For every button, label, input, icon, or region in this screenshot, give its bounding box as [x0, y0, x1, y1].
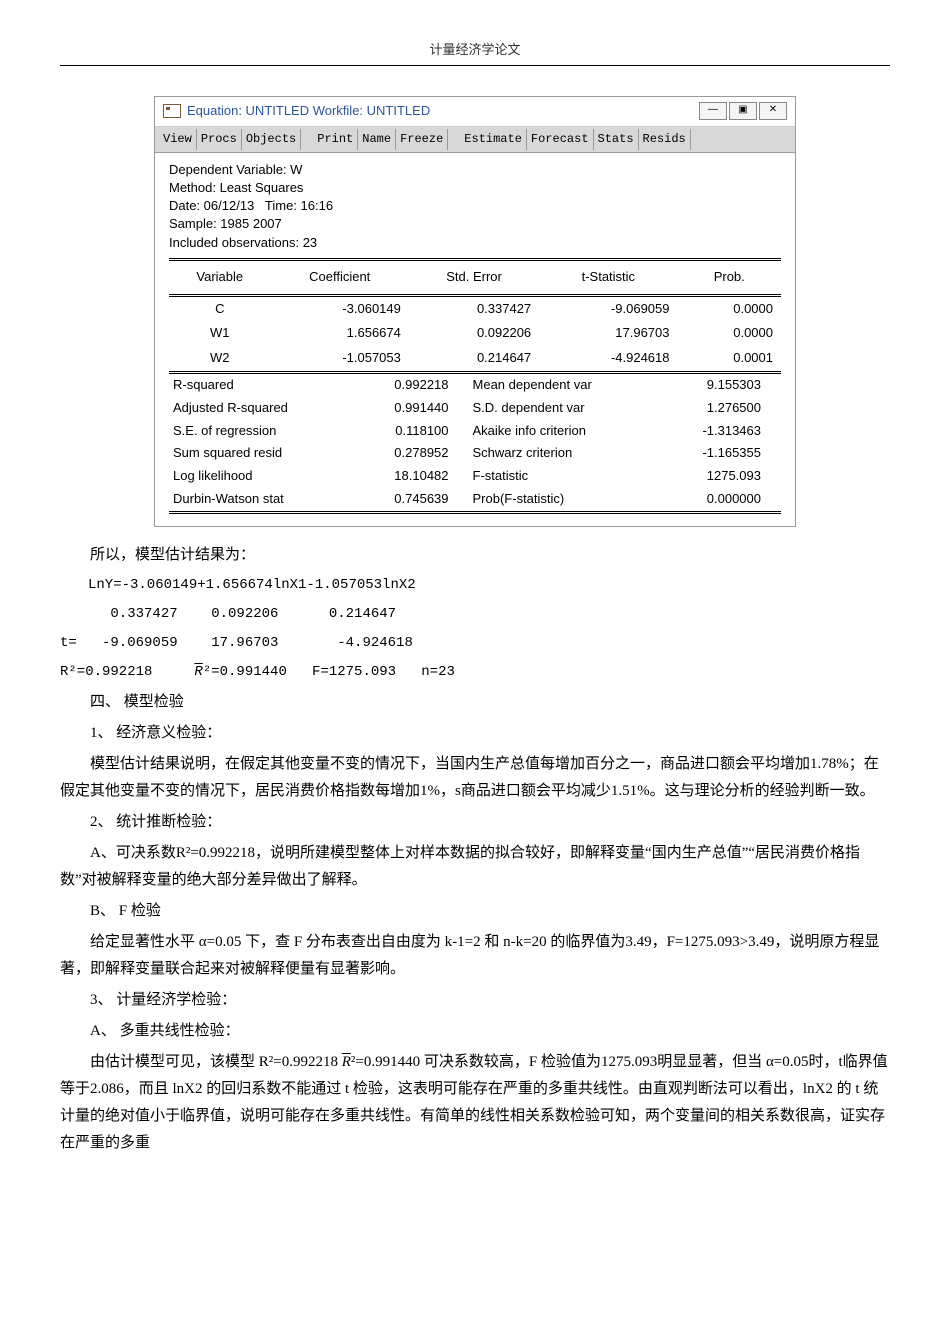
maximize-button[interactable]: ▣: [729, 102, 757, 120]
toolbar-forecast[interactable]: Forecast: [527, 129, 594, 150]
toolbar-stats[interactable]: Stats: [594, 129, 639, 150]
eviews-window: Equation: UNTITLED Workfile: UNTITLED — …: [154, 96, 796, 527]
toolbar-estimate[interactable]: Estimate: [460, 129, 527, 150]
sum-lbl: Durbin-Watson stat: [169, 488, 352, 512]
cell-t: -9.069059: [539, 295, 677, 321]
regression-info: Dependent Variable: W Method: Least Squa…: [169, 161, 781, 252]
output-area: Dependent Variable: W Method: Least Squa…: [155, 153, 795, 526]
summary-table: R-squared 0.992218 Mean dependent var 9.…: [169, 374, 781, 514]
cell-p: 0.0000: [678, 321, 782, 346]
cell-var: W1: [169, 321, 271, 346]
para-3: 由估计模型可见，该模型 R²=0.992218 R²=0.991440 可决系数…: [60, 1049, 890, 1157]
subsection-1: 1、 经济意义检验：: [60, 720, 890, 747]
body-text: 所以，模型估计结果为： LnY=-3.060149+1.656674lnX1-1…: [60, 542, 890, 1158]
rbar-symbol: R: [194, 664, 202, 680]
toolbar-name[interactable]: Name: [358, 129, 396, 150]
sum-val: 1.276500: [658, 397, 781, 420]
para-1: 模型估计结果说明，在假定其他变量不变的情况下，当国内生产总值每增加百分之一，商品…: [60, 751, 890, 805]
sum-val: 0.992218: [352, 374, 469, 397]
col-coefficient: Coefficient: [271, 259, 409, 295]
window-title: Equation: UNTITLED Workfile: UNTITLED: [187, 101, 430, 122]
rbar-symbol: R: [342, 1054, 351, 1070]
table-row: W1 1.656674 0.092206 17.96703 0.0000: [169, 321, 781, 346]
cell-se: 0.214647: [409, 346, 539, 372]
cell-coef: 1.656674: [271, 321, 409, 346]
cell-coef: -3.060149: [271, 295, 409, 321]
subsection-2: 2、 统计推断检验：: [60, 809, 890, 836]
coefficients-table: Variable Coefficient Std. Error t-Statis…: [169, 258, 781, 374]
sum-lbl: Sum squared resid: [169, 442, 352, 465]
para-B: 给定显著性水平 α=0.05 下，查 F 分布表查出自由度为 k-1=2 和 n…: [60, 929, 890, 983]
sum-val: -1.313463: [658, 420, 781, 443]
page-header: 计量经济学论文: [60, 40, 890, 61]
dep-var: Dependent Variable: W: [169, 161, 781, 179]
line-result-intro: 所以，模型估计结果为：: [60, 542, 890, 569]
col-tstat: t-Statistic: [539, 259, 677, 295]
sum-val: -1.165355: [658, 442, 781, 465]
toolbar-objects[interactable]: Objects: [242, 129, 301, 150]
sum-lbl: F-statistic: [469, 465, 659, 488]
cell-var: W2: [169, 346, 271, 372]
observations: Included observations: 23: [169, 234, 781, 252]
r-row: R²=0.992218 R²=0.991440 F=1275.093 n=23: [60, 660, 890, 685]
col-prob: Prob.: [678, 259, 782, 295]
sum-lbl: Prob(F-statistic): [469, 488, 659, 512]
sum-lbl: Log likelihood: [169, 465, 352, 488]
table-row: W2 -1.057053 0.214647 -4.924618 0.0001: [169, 346, 781, 372]
toolbar: View Procs Objects Print Name Freeze Est…: [155, 127, 795, 153]
cell-var: C: [169, 295, 271, 321]
equation: LnY=-3.060149+1.656674lnX1-1.057053lnX2: [60, 573, 890, 598]
sample: Sample: 1985 2007: [169, 215, 781, 233]
toolbar-procs[interactable]: Procs: [197, 129, 242, 150]
col-variable: Variable: [169, 259, 271, 295]
sum-val: 0.745639: [352, 488, 469, 512]
date-time: Date: 06/12/13 Time: 16:16: [169, 197, 781, 215]
sum-val: 9.155303: [658, 374, 781, 397]
sum-val: 1275.093: [658, 465, 781, 488]
sum-val: 0.991440: [352, 397, 469, 420]
sum-val: 0.118100: [352, 420, 469, 443]
sum-val: 0.000000: [658, 488, 781, 512]
se-row: 0.337427 0.092206 0.214647: [60, 602, 890, 627]
toolbar-print[interactable]: Print: [313, 129, 358, 150]
cell-se: 0.092206: [409, 321, 539, 346]
sum-lbl: Akaike info criterion: [469, 420, 659, 443]
cell-p: 0.0001: [678, 346, 782, 372]
cell-t: 17.96703: [539, 321, 677, 346]
t-row: t= -9.069059 17.96703 -4.924618: [60, 631, 890, 656]
cell-coef: -1.057053: [271, 346, 409, 372]
subsection-3: 3、 计量经济学检验：: [60, 987, 890, 1014]
cell-p: 0.0000: [678, 295, 782, 321]
cell-t: -4.924618: [539, 346, 677, 372]
sum-lbl: R-squared: [169, 374, 352, 397]
col-stderror: Std. Error: [409, 259, 539, 295]
sum-lbl: S.E. of regression: [169, 420, 352, 443]
subsection-B: B、 F 检验: [60, 898, 890, 925]
sum-val: 18.10482: [352, 465, 469, 488]
toolbar-freeze[interactable]: Freeze: [396, 129, 448, 150]
method: Method: Least Squares: [169, 179, 781, 197]
cell-se: 0.337427: [409, 295, 539, 321]
header-rule: [60, 65, 890, 66]
close-button[interactable]: ✕: [759, 102, 787, 120]
sum-lbl: S.D. dependent var: [469, 397, 659, 420]
sum-val: 0.278952: [352, 442, 469, 465]
minimize-button[interactable]: —: [699, 102, 727, 120]
para-A: A、可决系数R²=0.992218，说明所建模型整体上对样本数据的拟合较好，即解…: [60, 840, 890, 894]
titlebar: Equation: UNTITLED Workfile: UNTITLED — …: [155, 97, 795, 127]
sum-lbl: Adjusted R-squared: [169, 397, 352, 420]
toolbar-resids[interactable]: Resids: [639, 129, 691, 150]
window-controls: — ▣ ✕: [699, 102, 787, 120]
table-row: C -3.060149 0.337427 -9.069059 0.0000: [169, 295, 781, 321]
subsection-3A: A、 多重共线性检验：: [60, 1018, 890, 1045]
toolbar-view[interactable]: View: [159, 129, 197, 150]
window-icon: [163, 104, 181, 118]
sum-lbl: Mean dependent var: [469, 374, 659, 397]
section-4: 四、 模型检验: [60, 689, 890, 716]
sum-lbl: Schwarz criterion: [469, 442, 659, 465]
